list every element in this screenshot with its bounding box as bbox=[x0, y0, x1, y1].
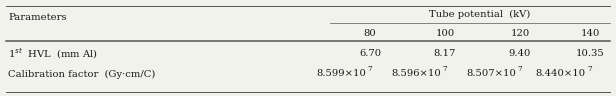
Text: Tube potential  (kV): Tube potential (kV) bbox=[429, 9, 531, 19]
Text: 8.507×10: 8.507×10 bbox=[466, 70, 516, 79]
Text: 7: 7 bbox=[442, 65, 447, 73]
Text: 1$^{st}$  HVL  (mm Al): 1$^{st}$ HVL (mm Al) bbox=[8, 47, 98, 61]
Text: 6.70: 6.70 bbox=[359, 50, 381, 58]
Text: 7: 7 bbox=[587, 65, 591, 73]
Text: 10.35: 10.35 bbox=[575, 50, 604, 58]
Text: 7: 7 bbox=[367, 65, 371, 73]
Text: 140: 140 bbox=[580, 29, 600, 38]
Text: 8.599×10: 8.599×10 bbox=[316, 70, 366, 79]
Text: Calibration factor  (Gy·cm/C): Calibration factor (Gy·cm/C) bbox=[8, 69, 155, 79]
Text: 120: 120 bbox=[511, 29, 530, 38]
Text: 7: 7 bbox=[517, 65, 522, 73]
Text: 8.17: 8.17 bbox=[434, 50, 456, 58]
Text: 100: 100 bbox=[436, 29, 455, 38]
Text: 8.440×10: 8.440×10 bbox=[536, 70, 586, 79]
Text: 8.596×10: 8.596×10 bbox=[391, 70, 441, 79]
Text: 9.40: 9.40 bbox=[509, 50, 531, 58]
Text: 80: 80 bbox=[363, 29, 376, 38]
Text: Parameters: Parameters bbox=[8, 14, 67, 22]
